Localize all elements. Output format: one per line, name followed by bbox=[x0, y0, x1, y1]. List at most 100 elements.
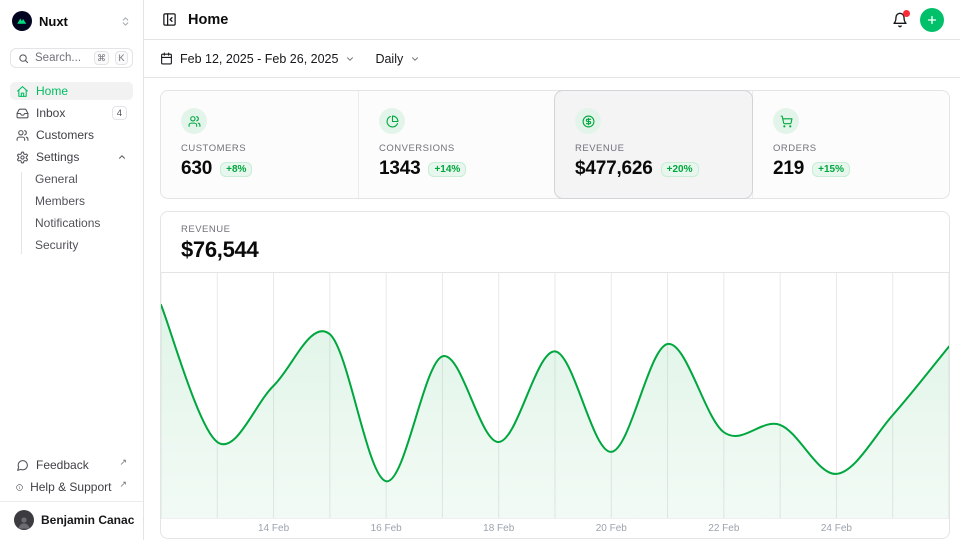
search-icon bbox=[18, 53, 29, 64]
external-link-icon: ↗ bbox=[119, 457, 127, 468]
sidebar-item-label: Inbox bbox=[36, 106, 105, 120]
search-input[interactable]: ⌘ K bbox=[10, 48, 133, 68]
chart-plot-area[interactable] bbox=[161, 273, 949, 518]
message-circle-icon bbox=[16, 459, 29, 472]
sidebar-item-inbox[interactable]: Inbox 4 bbox=[10, 104, 133, 122]
stat-change-badge: +15% bbox=[812, 162, 850, 177]
sidebar-item-label: Feedback bbox=[36, 458, 111, 472]
home-icon bbox=[16, 85, 29, 98]
stat-change-badge: +14% bbox=[428, 162, 466, 177]
stat-label: REVENUE bbox=[575, 143, 732, 154]
shopping-cart-icon bbox=[773, 108, 799, 134]
chart-title: REVENUE bbox=[181, 224, 929, 235]
kbd-k: K bbox=[115, 51, 128, 65]
granularity-select[interactable]: Daily bbox=[375, 52, 420, 66]
sidebar-item-feedback[interactable]: Feedback ↗ bbox=[10, 456, 133, 474]
kbd-meta: ⌘ bbox=[94, 51, 109, 65]
chart-display-value: $76,544 bbox=[181, 237, 929, 263]
collapse-sidebar-button[interactable] bbox=[160, 10, 179, 29]
sidebar-nav: Home Inbox 4 Customers Settings General bbox=[10, 82, 133, 260]
chevron-down-icon bbox=[410, 54, 420, 64]
nuxt-logo-icon bbox=[12, 11, 32, 31]
notifications-button[interactable] bbox=[890, 10, 910, 30]
stat-card-customers[interactable]: CUSTOMERS 630 +8% bbox=[161, 91, 358, 198]
revenue-chart-svg bbox=[161, 273, 949, 518]
stat-value: 630 bbox=[181, 158, 212, 180]
revenue-chart-card: REVENUE $76,544 bbox=[160, 211, 950, 539]
stats-row: CUSTOMERS 630 +8% CONVERSIONS 1343 +14% bbox=[160, 90, 950, 199]
gear-icon bbox=[16, 151, 29, 164]
workspace-switcher[interactable]: Nuxt bbox=[10, 10, 133, 32]
search-field[interactable] bbox=[35, 52, 88, 64]
sidebar-item-security[interactable]: Security bbox=[25, 236, 133, 254]
stat-change-badge: +8% bbox=[220, 162, 252, 177]
workspace-name: Nuxt bbox=[39, 14, 113, 29]
filter-toolbar: Feb 12, 2025 - Feb 26, 2025 Daily bbox=[144, 40, 960, 78]
plus-icon bbox=[926, 14, 938, 26]
x-axis-label: 18 Feb bbox=[483, 523, 514, 534]
sidebar-item-notifications[interactable]: Notifications bbox=[25, 214, 133, 232]
sidebar-item-home[interactable]: Home bbox=[10, 82, 133, 100]
x-axis-label: 24 Feb bbox=[821, 523, 852, 534]
chevron-down-icon bbox=[345, 54, 355, 64]
sidebar-item-label: Security bbox=[35, 238, 127, 252]
content-area: CUSTOMERS 630 +8% CONVERSIONS 1343 +14% bbox=[144, 78, 960, 540]
header-actions bbox=[890, 8, 944, 32]
add-button[interactable] bbox=[920, 8, 944, 32]
stat-card-revenue[interactable]: REVENUE $477,626 +20% bbox=[555, 91, 752, 198]
sidebar-item-members[interactable]: Members bbox=[25, 192, 133, 210]
chevron-up-icon bbox=[117, 152, 127, 162]
stat-card-conversions[interactable]: CONVERSIONS 1343 +14% bbox=[358, 91, 555, 198]
calendar-icon bbox=[160, 52, 173, 65]
settings-subnav: General Members Notifications Security bbox=[10, 170, 133, 258]
circle-dollar-icon bbox=[575, 108, 601, 134]
sidebar-item-label: Customers bbox=[36, 128, 127, 142]
top-header: Home bbox=[144, 0, 960, 40]
stat-value: 219 bbox=[773, 158, 804, 180]
user-menu[interactable]: Benjamin Canac bbox=[10, 508, 133, 532]
sidebar-item-label: General bbox=[35, 172, 127, 186]
dashboard-app: Nuxt ⌘ K Home Inbox 4 bbox=[0, 0, 960, 540]
stat-label: CONVERSIONS bbox=[379, 143, 535, 154]
sidebar-item-settings[interactable]: Settings bbox=[10, 148, 133, 166]
sidebar-item-help-support[interactable]: Help & Support ↗ bbox=[10, 478, 133, 496]
page-title: Home bbox=[188, 12, 228, 28]
pie-chart-icon bbox=[379, 108, 405, 134]
stat-value: 1343 bbox=[379, 158, 420, 180]
x-axis: 14 Feb 16 Feb 18 Feb 20 Feb 22 Feb 24 Feb bbox=[161, 518, 949, 538]
user-name: Benjamin Canac bbox=[41, 513, 134, 527]
stat-change-badge: +20% bbox=[661, 162, 699, 177]
date-range-picker[interactable]: Feb 12, 2025 - Feb 26, 2025 bbox=[160, 52, 355, 66]
sidebar-divider bbox=[0, 501, 143, 502]
date-range-label: Feb 12, 2025 - Feb 26, 2025 bbox=[180, 52, 338, 66]
user-avatar bbox=[14, 510, 34, 530]
stat-label: CUSTOMERS bbox=[181, 143, 338, 154]
sidebar-item-label: Settings bbox=[36, 150, 110, 164]
sidebar-item-label: Home bbox=[36, 84, 127, 98]
stat-card-orders[interactable]: ORDERS 219 +15% bbox=[752, 91, 949, 198]
x-axis-label: 14 Feb bbox=[258, 523, 289, 534]
sidebar-footer: Feedback ↗ Help & Support ↗ Benjamin Can… bbox=[10, 456, 133, 532]
x-axis-label: 22 Feb bbox=[708, 523, 739, 534]
sidebar-item-customers[interactable]: Customers bbox=[10, 126, 133, 144]
sidebar: Nuxt ⌘ K Home Inbox 4 bbox=[0, 0, 144, 540]
sidebar-item-label: Notifications bbox=[35, 216, 127, 230]
external-link-icon: ↗ bbox=[119, 479, 127, 490]
x-axis-label: 16 Feb bbox=[371, 523, 402, 534]
sidebar-item-label: Help & Support bbox=[30, 480, 111, 494]
chevrons-up-down-icon bbox=[120, 16, 131, 27]
inbox-icon bbox=[16, 107, 29, 120]
info-circle-icon bbox=[16, 481, 23, 494]
inbox-count-badge: 4 bbox=[112, 106, 127, 120]
stat-value: $477,626 bbox=[575, 158, 653, 180]
users-icon bbox=[181, 108, 207, 134]
main-panel: Home Feb 12, 2025 - Feb 26, 2025 Daily bbox=[144, 0, 960, 540]
sidebar-item-label: Members bbox=[35, 194, 127, 208]
sidebar-item-general[interactable]: General bbox=[25, 170, 133, 188]
notification-dot bbox=[903, 10, 910, 17]
stat-label: ORDERS bbox=[773, 143, 929, 154]
granularity-label: Daily bbox=[375, 52, 403, 66]
users-icon bbox=[16, 129, 29, 142]
panel-left-close-icon bbox=[162, 12, 177, 27]
x-axis-label: 20 Feb bbox=[596, 523, 627, 534]
